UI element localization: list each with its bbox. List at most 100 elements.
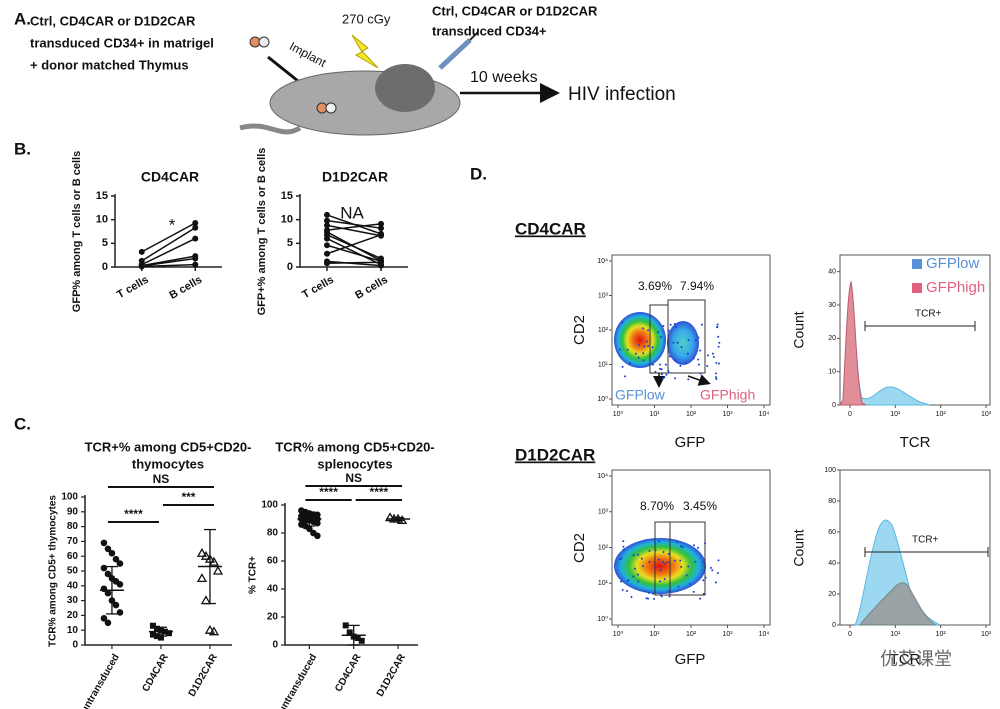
event (664, 363, 667, 366)
significance: **** (319, 485, 338, 499)
event (657, 331, 660, 334)
x-tick-label: 10¹ (890, 411, 901, 418)
y-tick-label: 0 (102, 261, 108, 273)
y-axis-label: % TCR+ (248, 556, 259, 594)
event (660, 368, 663, 371)
event (666, 561, 669, 564)
point (324, 242, 330, 249)
event (654, 549, 657, 552)
event (714, 581, 717, 584)
y-axis-label: GFP% among T cells or B cells (71, 151, 83, 312)
point (196, 547, 208, 557)
event (702, 592, 705, 595)
point (192, 224, 199, 231)
y-tick-label: 10² (598, 544, 609, 551)
y-tick-label: 20 (267, 612, 279, 623)
row-title: CD4CAR (515, 219, 586, 238)
x-tick-label: 10⁰ (613, 410, 624, 418)
event (717, 559, 720, 562)
event (654, 542, 657, 545)
event (693, 544, 696, 547)
chart-title: D1D2CAR (322, 169, 388, 185)
point (149, 622, 156, 629)
point (100, 564, 108, 572)
point (192, 219, 199, 226)
event (711, 352, 714, 355)
x-tick-label: 10² (686, 411, 697, 418)
chart-title: CD4CAR (141, 169, 199, 185)
event (663, 376, 666, 379)
annotation: NA (340, 203, 364, 222)
y-axis-label: TCR% among CD5+ thymocytes (48, 495, 59, 647)
pair-line (141, 222, 196, 253)
event (687, 565, 690, 568)
y-tick-label: 40 (828, 560, 836, 567)
event (645, 340, 648, 343)
point (138, 263, 145, 270)
event (673, 322, 676, 325)
pair-line (141, 255, 196, 267)
event (630, 596, 633, 599)
syringe (438, 38, 472, 70)
event (716, 572, 719, 575)
y-tick-label: 10⁴ (597, 473, 608, 480)
event (711, 569, 714, 572)
point (208, 556, 220, 566)
syringe-needle (469, 31, 479, 41)
point (208, 626, 220, 636)
axis-label: GFP (675, 651, 706, 668)
event (689, 582, 692, 585)
x-tick-label: 10⁴ (759, 631, 770, 638)
event (692, 590, 695, 593)
event (679, 559, 682, 562)
histogram (858, 582, 937, 626)
y-tick-label: 10 (281, 214, 293, 226)
point (192, 235, 199, 242)
point (346, 629, 353, 636)
x-tick-label: 10¹ (890, 631, 901, 638)
event (661, 560, 664, 563)
event (667, 370, 670, 373)
text: Ctrl, CD4CAR or D1D2CAR (432, 3, 598, 18)
x-tick-label: 10² (936, 411, 947, 418)
gate (669, 521, 706, 596)
event (654, 566, 657, 569)
event (660, 373, 663, 376)
point (324, 260, 330, 267)
point (200, 595, 212, 605)
point (149, 631, 156, 638)
event (651, 346, 654, 349)
event (626, 589, 629, 592)
y-tick-label: 80 (828, 498, 836, 505)
event (645, 597, 648, 600)
y-tick-label: 10 (96, 214, 108, 226)
event (706, 354, 709, 357)
gate-name: GFPhigh (700, 387, 755, 403)
gate-name: GFPlow (615, 387, 666, 403)
y-tick-label: 20 (828, 591, 836, 598)
pair-line (326, 234, 382, 260)
event (647, 591, 650, 594)
event (675, 325, 678, 328)
point (324, 217, 330, 224)
outcome-label: HIV infection (568, 84, 676, 105)
arrow (687, 374, 711, 386)
event (642, 327, 645, 330)
y-tick-label: 10¹ (598, 361, 609, 368)
range-label: TCR+ (912, 535, 939, 546)
x-tick-label: D1D2CAR (187, 652, 221, 699)
event (667, 590, 670, 593)
event (640, 557, 643, 560)
event (622, 545, 625, 548)
pair-line (141, 227, 196, 262)
row-title: D1D2CAR (515, 445, 595, 464)
y-tick-label: 10¹ (598, 580, 609, 587)
y-tick-label: 60 (67, 551, 79, 562)
point (116, 581, 124, 588)
event (718, 362, 721, 365)
x-tick-label: untransduced (79, 652, 122, 709)
point (324, 235, 330, 242)
axis-label: GFP (675, 434, 706, 451)
y-tick-label: 10² (598, 327, 609, 334)
event (679, 364, 682, 367)
